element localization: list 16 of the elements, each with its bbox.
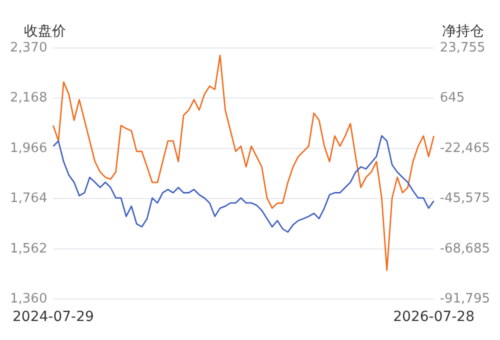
y2-tick-label: 645 <box>440 90 465 106</box>
y-tick-label: 2,370 <box>10 40 48 56</box>
y2-tick-label: -45,575 <box>440 191 490 206</box>
y-tick-label: 2,168 <box>10 90 48 106</box>
y-axis-title: 收盘价 <box>24 24 66 40</box>
y2-tick-label: -22,465 <box>440 140 490 156</box>
x-tick-label: 2026-07-28 <box>393 309 475 326</box>
x-tick-label: 2024-07-29 <box>12 309 94 326</box>
y2-tick-label: -68,685 <box>440 241 490 256</box>
y-tick-label: 1,562 <box>10 241 48 256</box>
y-tick-label: 1,966 <box>10 140 48 156</box>
y2-axis-title: 净持仓 <box>442 24 484 40</box>
y2-tick-label: 23,755 <box>440 40 486 56</box>
y-tick-label: 1,360 <box>10 292 48 307</box>
y2-tick-label: -91,795 <box>440 292 490 307</box>
y-tick-label: 1,764 <box>10 191 48 206</box>
